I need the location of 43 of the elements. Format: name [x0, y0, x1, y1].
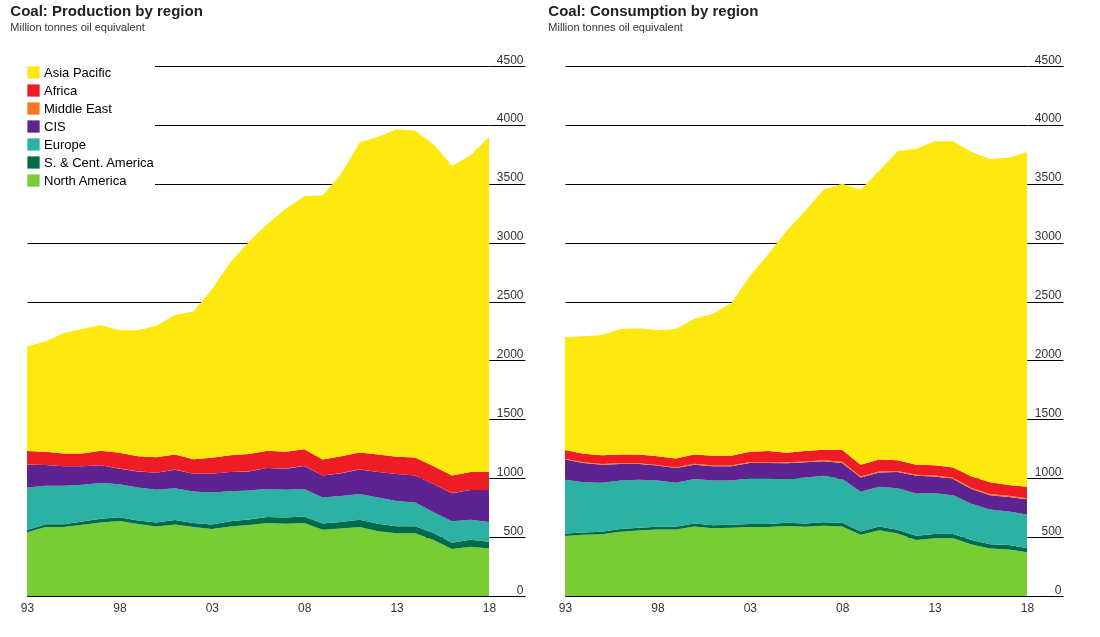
y-tick-label: 2500 [496, 288, 524, 303]
x-tick-label: 98 [113, 600, 127, 615]
x-tick-label: 08 [836, 600, 850, 615]
y-tick-label: 4000 [1034, 111, 1062, 126]
y-tick-label: 4000 [496, 111, 524, 126]
y-tick-label: 4500 [1034, 52, 1062, 67]
y-tick-label: 1500 [1034, 405, 1062, 420]
x-tick-label: 93 [20, 600, 35, 615]
legend-label: North America [44, 172, 128, 188]
y-tick-label: 2500 [1034, 288, 1062, 303]
x-tick-label: 98 [651, 600, 665, 615]
legend-label: S. & Cent. America [44, 154, 155, 170]
chart-subtitle: Million tonnes oil equivalent [10, 21, 145, 33]
y-tick-label: 0 [516, 582, 524, 597]
legend-label: CIS [44, 118, 66, 134]
x-tick-label: 03 [205, 600, 220, 615]
y-tick-label: 1000 [496, 464, 524, 479]
legend-label: Asia Pacific [44, 64, 112, 80]
chart-subtitle: Million tonnes oil equivalent [548, 21, 683, 33]
x-tick-label: 08 [298, 600, 312, 615]
y-tick-label: 0 [1054, 582, 1062, 597]
x-tick-label: 93 [558, 600, 573, 615]
y-tick-label: 2000 [1034, 346, 1062, 361]
y-tick-label: 3500 [1034, 170, 1062, 185]
legend-label: Middle East [44, 100, 113, 116]
y-tick-label: 500 [1041, 523, 1062, 538]
chart-title: Coal: Consumption by region [548, 2, 759, 19]
y-tick-label: 1500 [496, 405, 524, 420]
x-tick-label: 13 [928, 600, 943, 615]
x-tick-label: 18 [482, 600, 497, 615]
chart-title: Coal: Production by region [10, 2, 203, 19]
y-tick-label: 3000 [1034, 229, 1062, 244]
y-tick-label: 500 [503, 523, 524, 538]
x-tick-label: 13 [390, 600, 405, 615]
x-tick-label: 03 [743, 600, 758, 615]
legend-label: Europe [44, 136, 86, 152]
y-tick-label: 3000 [496, 229, 524, 244]
y-tick-label: 4500 [496, 52, 524, 67]
x-tick-label: 18 [1020, 600, 1035, 615]
y-tick-label: 2000 [496, 346, 524, 361]
legend-label: Africa [44, 82, 78, 98]
y-tick-label: 1000 [1034, 464, 1062, 479]
y-tick-label: 3500 [496, 170, 524, 185]
